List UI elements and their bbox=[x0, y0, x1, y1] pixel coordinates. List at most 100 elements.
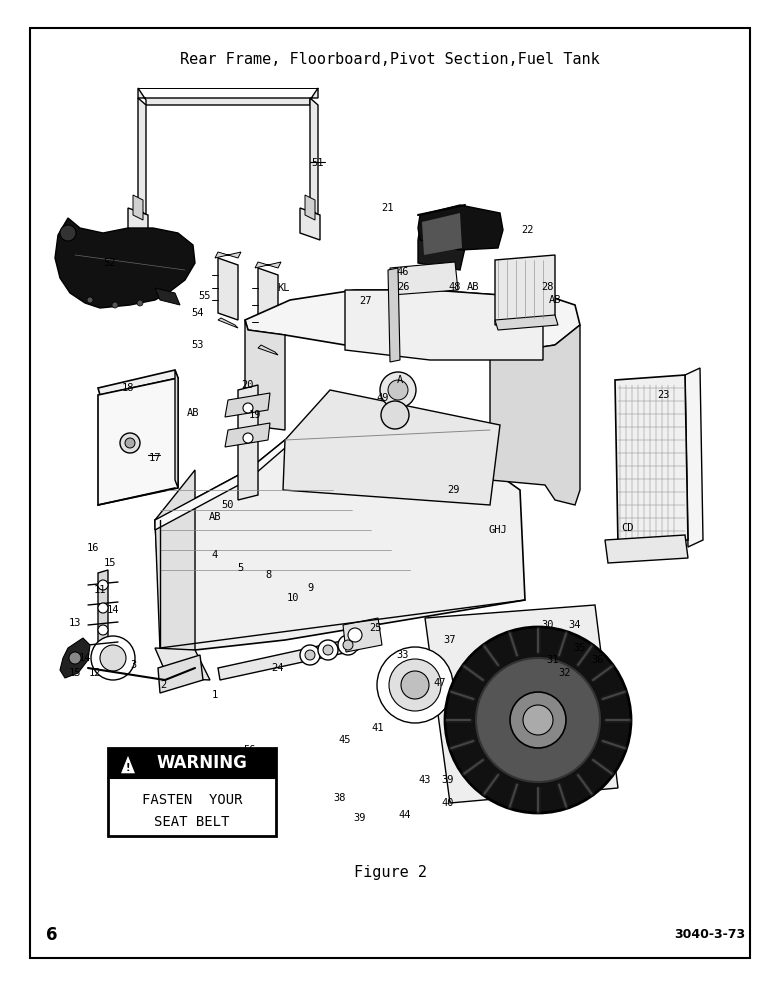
Circle shape bbox=[87, 297, 93, 303]
Polygon shape bbox=[138, 98, 146, 215]
Text: FASTEN  YOUR: FASTEN YOUR bbox=[142, 793, 243, 807]
Text: 41: 41 bbox=[372, 723, 385, 733]
Text: 48: 48 bbox=[448, 282, 461, 292]
Text: 44: 44 bbox=[399, 810, 411, 820]
Circle shape bbox=[401, 671, 429, 699]
Text: 11: 11 bbox=[94, 585, 106, 595]
Polygon shape bbox=[218, 318, 238, 328]
Text: 52: 52 bbox=[104, 258, 116, 268]
Polygon shape bbox=[225, 423, 270, 447]
Polygon shape bbox=[155, 440, 478, 530]
Text: 26: 26 bbox=[397, 282, 410, 292]
Polygon shape bbox=[283, 390, 500, 505]
Text: 45: 45 bbox=[339, 735, 351, 745]
Circle shape bbox=[348, 628, 362, 642]
Text: 15: 15 bbox=[104, 558, 116, 568]
Polygon shape bbox=[215, 252, 241, 258]
Text: 3040-3-73: 3040-3-73 bbox=[675, 928, 746, 942]
Text: 13: 13 bbox=[69, 618, 81, 628]
Text: WARNING: WARNING bbox=[157, 754, 247, 772]
Text: 30: 30 bbox=[542, 620, 555, 630]
Circle shape bbox=[91, 636, 135, 680]
Polygon shape bbox=[225, 393, 270, 417]
Polygon shape bbox=[345, 290, 543, 360]
Polygon shape bbox=[605, 535, 688, 563]
Text: 46: 46 bbox=[397, 267, 410, 277]
Text: 21: 21 bbox=[381, 203, 394, 213]
Text: 39: 39 bbox=[354, 813, 367, 823]
Circle shape bbox=[381, 401, 409, 429]
Text: 19: 19 bbox=[249, 410, 261, 420]
Text: 38: 38 bbox=[334, 793, 346, 803]
Text: AB: AB bbox=[209, 512, 222, 522]
Circle shape bbox=[100, 645, 126, 671]
Polygon shape bbox=[218, 638, 358, 680]
Text: 17: 17 bbox=[149, 453, 161, 463]
Text: 2: 2 bbox=[160, 680, 166, 690]
Polygon shape bbox=[300, 208, 320, 240]
Bar bbox=[108, 748, 276, 836]
Text: 12: 12 bbox=[89, 668, 101, 678]
Polygon shape bbox=[155, 440, 525, 650]
Text: 15: 15 bbox=[69, 668, 81, 678]
Polygon shape bbox=[175, 370, 178, 488]
Circle shape bbox=[377, 647, 453, 723]
Polygon shape bbox=[343, 618, 382, 652]
Text: AB: AB bbox=[186, 408, 199, 418]
Circle shape bbox=[510, 692, 566, 748]
Text: 43: 43 bbox=[419, 775, 431, 785]
Circle shape bbox=[137, 300, 143, 306]
Circle shape bbox=[98, 625, 108, 635]
Circle shape bbox=[343, 640, 353, 650]
Text: KL: KL bbox=[277, 283, 289, 293]
Text: 47: 47 bbox=[434, 678, 446, 688]
Circle shape bbox=[523, 705, 553, 735]
Polygon shape bbox=[258, 268, 278, 348]
Text: 39: 39 bbox=[441, 775, 454, 785]
Text: 25: 25 bbox=[369, 623, 381, 633]
Polygon shape bbox=[310, 98, 318, 215]
Circle shape bbox=[243, 433, 253, 443]
Polygon shape bbox=[55, 218, 195, 308]
Text: 22: 22 bbox=[522, 225, 534, 235]
Text: 4: 4 bbox=[212, 550, 218, 560]
Text: 56: 56 bbox=[243, 745, 257, 755]
Polygon shape bbox=[490, 325, 580, 505]
Text: 51: 51 bbox=[312, 158, 324, 168]
Text: 34: 34 bbox=[569, 620, 581, 630]
Polygon shape bbox=[245, 290, 580, 355]
Polygon shape bbox=[495, 255, 555, 325]
Polygon shape bbox=[133, 195, 143, 220]
Text: !: ! bbox=[126, 763, 130, 773]
Circle shape bbox=[476, 658, 600, 782]
Polygon shape bbox=[418, 205, 503, 250]
Circle shape bbox=[388, 380, 408, 400]
Circle shape bbox=[305, 650, 315, 660]
Polygon shape bbox=[128, 208, 148, 240]
Text: 32: 32 bbox=[558, 668, 571, 678]
Polygon shape bbox=[98, 570, 108, 668]
Circle shape bbox=[125, 438, 135, 448]
Text: 1: 1 bbox=[212, 690, 218, 700]
Polygon shape bbox=[425, 605, 618, 803]
Text: 49: 49 bbox=[377, 393, 389, 403]
Text: AB: AB bbox=[466, 282, 479, 292]
Text: 23: 23 bbox=[657, 390, 669, 400]
Text: Rear Frame, Floorboard,Pivot Section,Fuel Tank: Rear Frame, Floorboard,Pivot Section,Fue… bbox=[180, 52, 600, 68]
Text: 10: 10 bbox=[287, 593, 300, 603]
Text: A: A bbox=[397, 375, 403, 385]
Polygon shape bbox=[238, 385, 258, 500]
Text: 54: 54 bbox=[192, 308, 204, 318]
Circle shape bbox=[300, 645, 320, 665]
Text: 8: 8 bbox=[265, 570, 271, 580]
Polygon shape bbox=[138, 88, 318, 105]
Text: 53: 53 bbox=[192, 340, 204, 350]
Circle shape bbox=[98, 580, 108, 590]
Text: 20: 20 bbox=[242, 380, 254, 390]
Circle shape bbox=[389, 659, 441, 711]
Text: 35: 35 bbox=[574, 643, 587, 653]
Text: 33: 33 bbox=[397, 650, 410, 660]
Text: 14: 14 bbox=[107, 605, 119, 615]
Polygon shape bbox=[255, 262, 281, 268]
Circle shape bbox=[318, 640, 338, 660]
